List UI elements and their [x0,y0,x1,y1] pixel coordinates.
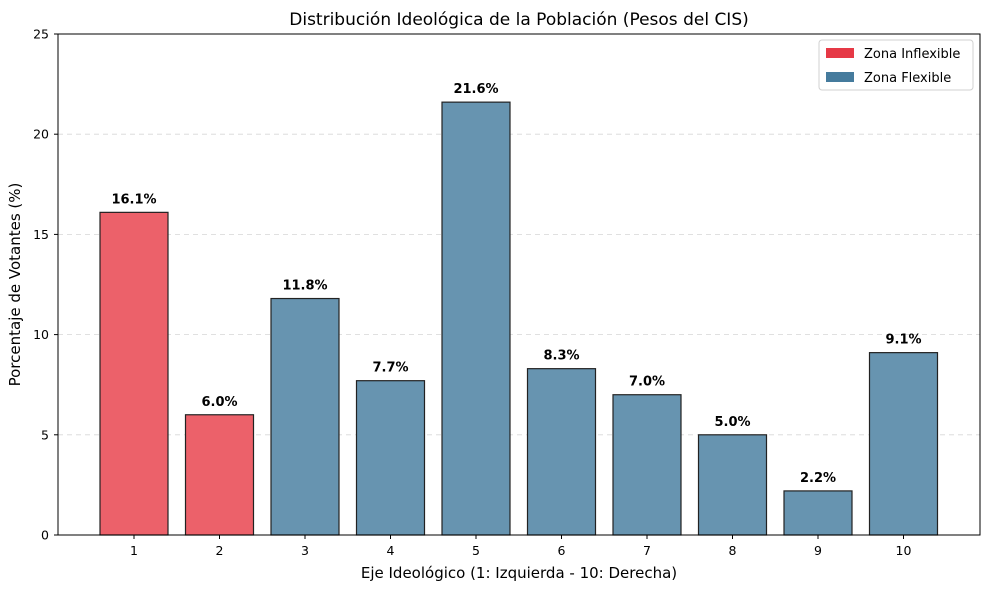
data-label-2: 6.0% [201,395,237,410]
bar-9 [783,490,853,536]
y-tick-label: 20 [33,127,49,142]
y-axis: 0 5 10 15 20 25 [33,27,58,543]
data-label-1: 16.1% [111,192,156,207]
bar-2 [184,414,255,536]
legend-label-inflexible: Zona Inflexible [864,47,960,62]
bar-3 [270,297,340,536]
y-tick-label: 25 [33,27,49,42]
x-tick-label-7: 7 [643,543,651,558]
data-label-5: 21.6% [453,82,498,97]
data-label-8: 5.0% [714,415,750,430]
legend-swatch-inflexible [826,48,854,58]
legend-swatch-flexible [826,72,854,82]
y-tick-label: 0 [41,528,49,543]
data-label-10: 9.1% [885,333,921,348]
bar-5 [441,101,511,536]
data-label-4: 7.7% [372,361,408,376]
x-tick-label-6: 6 [558,543,566,558]
x-tick-label-9: 9 [814,543,822,558]
x-tick-label-8: 8 [729,543,737,558]
data-label-9: 2.2% [800,471,836,486]
y-tick-label: 15 [33,227,49,242]
data-label-6: 8.3% [543,349,579,364]
x-tick-label-4: 4 [387,543,395,558]
data-labels-group: 16.1% 6.0% 11.8% 7.7% 21.6% 8.3% 7.0% 5.0% 2.2% 9… [111,82,921,486]
x-tick-label-2: 2 [216,543,224,558]
y-tick-label: 10 [33,327,49,342]
bars-group [99,101,939,536]
x-tick-label-3: 3 [301,543,309,558]
bar-1 [99,211,169,536]
x-tick-label-1: 1 [130,543,138,558]
data-label-3: 11.8% [282,279,327,294]
bar-6 [526,368,597,536]
legend-box [818,39,974,91]
legend-label-flexible: Zona Flexible [864,71,951,86]
chart-title: Distribución Ideológica de la Población … [289,10,749,30]
bar-10 [868,352,939,536]
bar-8 [697,434,768,536]
y-tick-label: 5 [41,427,49,442]
x-tick-label-10: 10 [896,543,912,558]
x-axis-label: Eje Ideológico (1: Izquierda - 10: Derec… [361,564,677,582]
bar-4 [355,380,426,536]
y-axis-label: Porcentaje de Votantes (%) [6,183,24,387]
bar-7 [612,394,682,536]
grid-lines [58,133,980,436]
x-axis: 1 2 3 4 5 6 7 8 9 10 [130,535,911,558]
plot-frame [57,33,981,536]
x-tick-label-5: 5 [472,543,480,558]
legend: Zona Inflexible Zona Flexible [818,39,974,91]
data-label-7: 7.0% [629,375,665,390]
